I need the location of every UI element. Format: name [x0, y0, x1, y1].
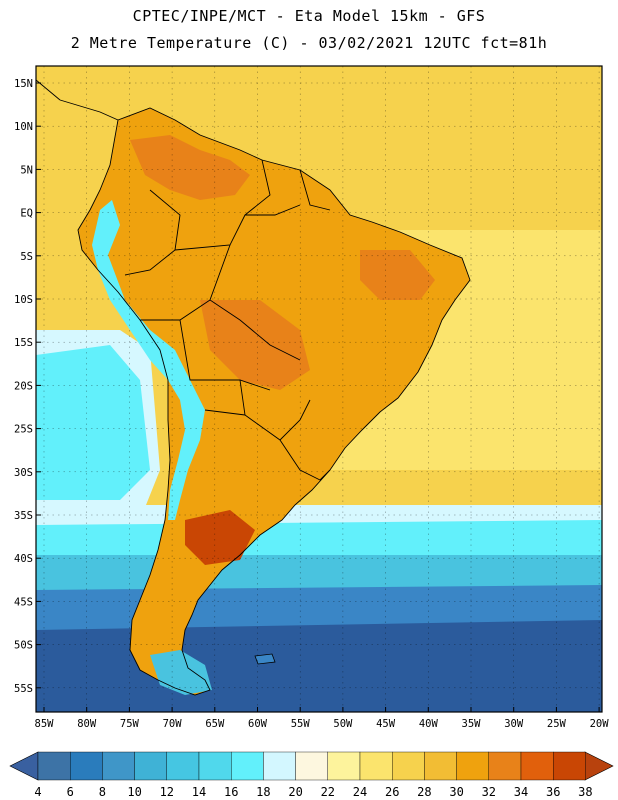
latitude-label: 5N	[20, 164, 33, 176]
longitude-label: 75W	[120, 718, 140, 730]
longitude-label: 55W	[291, 718, 311, 730]
field-cyan-band	[36, 520, 602, 560]
colorbar-label: 34	[514, 785, 528, 799]
longitude-label: 50W	[333, 718, 353, 730]
andes-cold-strip	[92, 200, 205, 520]
latitude-label: 45S	[14, 596, 33, 608]
hot-zone-northeast	[360, 250, 435, 300]
colorbar-label: 4	[34, 785, 41, 799]
latitude-label: 55S	[14, 683, 33, 695]
colorbar-label: 20	[288, 785, 302, 799]
longitude-label: 60W	[248, 718, 268, 730]
colorbar-swatch	[102, 751, 135, 781]
colorbar-left-arrow	[9, 751, 39, 781]
map-title-line-2: 2 Metre Temperature (C) - 03/02/2021 12U…	[70, 34, 548, 52]
latitude-label: 35S	[14, 510, 33, 522]
latitude-label: 20S	[14, 380, 33, 392]
colorbar-swatch	[359, 751, 393, 781]
colorbar-swatch	[327, 751, 361, 781]
colorbar-swatch	[230, 751, 264, 781]
colorbar-label: 16	[224, 785, 238, 799]
colorbar-label: 24	[353, 785, 367, 799]
map-frame	[35, 65, 603, 713]
colorbar-label: 38	[578, 785, 592, 799]
latitude-label: 40S	[14, 553, 33, 565]
color-scale-bar: 4 6 8 10 12 14 16 18 20 22 24 26 28 30 32 34 36 38	[9, 751, 614, 799]
latitude-label: 50S	[14, 640, 33, 652]
latitude-label: 15S	[14, 337, 33, 349]
longitude-label: 85W	[35, 718, 55, 730]
latitude-label: 5S	[20, 251, 33, 263]
latitude-label: 15N	[14, 78, 33, 90]
colorbar-swatch	[166, 751, 200, 781]
colorbar-swatch	[37, 751, 71, 781]
colorbar-swatch	[456, 751, 490, 781]
latitude-label: 25S	[14, 424, 33, 436]
longitude-label: 80W	[77, 718, 97, 730]
falkland-islands	[254, 653, 276, 665]
longitude-axis: 85W 80W 75W 70W 65W 60W 55W 50W 45W 40W 35W 30W 25W 2…	[35, 707, 610, 730]
longitude-label: 65W	[205, 718, 225, 730]
graticule	[36, 66, 602, 712]
country-borders	[36, 79, 471, 696]
map-title-line-1: CPTEC/INPE/MCT - Eta Model 15km - GFS	[132, 7, 486, 25]
longitude-label: 70W	[163, 718, 183, 730]
colorbar-swatch	[392, 751, 425, 781]
colorbar-swatch	[198, 751, 232, 781]
longitude-label: 35W	[462, 718, 482, 730]
latitude-axis: 15N 10N 5N EQ 5S 10S 15S 20S 25S 30S 35S 40S 45S 50S 5…	[14, 78, 41, 695]
colorbar-swatch	[69, 751, 103, 781]
colorbar-swatch	[488, 751, 522, 781]
field-deep-blue-band	[36, 620, 602, 712]
colorbar-label: 14	[192, 785, 206, 799]
colorbar-swatch	[553, 751, 586, 781]
colorbar-label: 36	[546, 785, 560, 799]
longitude-label: 25W	[547, 718, 567, 730]
colorbar-right-arrow	[584, 751, 614, 781]
latitude-label: 30S	[14, 467, 33, 479]
colorbar-label: 32	[482, 785, 496, 799]
colorbar-label: 22	[321, 785, 335, 799]
temperature-field	[36, 66, 602, 712]
colorbar-swatch	[520, 751, 554, 781]
longitude-label: 20W	[590, 718, 610, 730]
colorbar-swatch	[295, 751, 329, 781]
colorbar-swatch	[134, 751, 168, 781]
colorbar-label: 8	[99, 785, 106, 799]
colorbar-label: 26	[385, 785, 399, 799]
colorbar-label: 6	[67, 785, 74, 799]
latitude-label: 10N	[14, 121, 33, 133]
colorbar-label: 18	[256, 785, 270, 799]
latitude-label: EQ	[20, 208, 33, 220]
field-cyan-ocean-west	[36, 345, 150, 500]
colorbar-label: 30	[449, 785, 463, 799]
colorbar-label: 10	[127, 785, 141, 799]
hot-zone-central	[200, 300, 310, 390]
colorbar-swatch	[424, 751, 457, 781]
colorbar-label: 28	[417, 785, 431, 799]
longitude-label: 45W	[376, 718, 396, 730]
longitude-label: 40W	[419, 718, 439, 730]
hot-zone-patagonia	[185, 510, 255, 565]
colorbar-swatch	[263, 751, 296, 781]
colorbar-label: 12	[160, 785, 174, 799]
hot-zone-north	[130, 135, 250, 200]
latitude-label: 10S	[14, 294, 33, 306]
longitude-label: 30W	[504, 718, 524, 730]
